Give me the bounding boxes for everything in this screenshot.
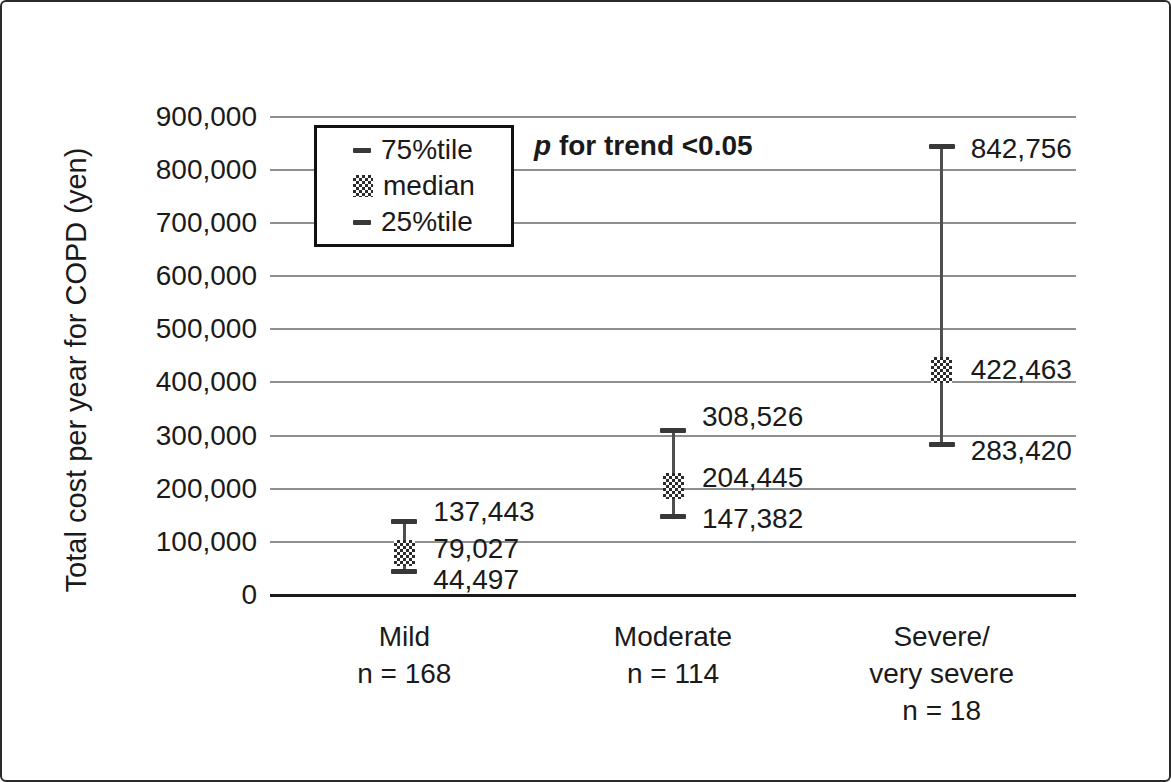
x-axis-label-line: Mild	[264, 618, 544, 655]
chart-canvas: Total cost per year for COPD (yen) 0100,…	[0, 0, 1171, 782]
median-marker	[663, 473, 684, 499]
x-axis-baseline	[270, 594, 1076, 597]
value-label-p75: 308,526	[702, 402, 803, 432]
value-label-p75: 842,756	[971, 134, 1072, 164]
percentile-25-cap	[660, 514, 686, 519]
y-tick-label: 400,000	[47, 365, 257, 399]
y-tick-label: 800,000	[47, 153, 257, 187]
legend-label: 75%tile	[381, 134, 473, 166]
gridline	[270, 541, 1076, 543]
legend-label: median	[383, 170, 475, 202]
y-tick-label: 200,000	[47, 472, 257, 506]
x-axis-label: Moderaten = 114	[533, 618, 813, 692]
y-tick-label: 600,000	[47, 259, 257, 293]
legend-item-75tile: 75%tile	[353, 134, 511, 166]
value-label-median: 79,027	[433, 534, 519, 564]
x-axis-label: Severe/very severen = 18	[802, 618, 1082, 729]
whisker-line	[940, 147, 943, 444]
percentile-75-dash-icon	[353, 148, 371, 153]
value-label-median: 204,445	[702, 463, 803, 493]
value-label-p25: 44,497	[433, 565, 519, 595]
annotation-rest: for trend <0.05	[551, 130, 753, 161]
y-tick-label: 300,000	[47, 419, 257, 453]
x-axis-label-line: n = 18	[802, 692, 1082, 729]
x-axis-label-line: n = 114	[533, 655, 813, 692]
percentile-75-cap	[660, 428, 686, 433]
gridline	[270, 275, 1076, 277]
gridline	[270, 116, 1076, 118]
p-italic: p	[534, 130, 551, 161]
legend-box: 75%tile median 25%tile	[314, 125, 514, 247]
y-tick-label: 0	[47, 578, 257, 612]
gridline	[270, 381, 1076, 383]
median-checker-square-icon	[353, 175, 373, 197]
x-axis-label: Mildn = 168	[264, 618, 544, 692]
y-tick-label: 100,000	[47, 525, 257, 559]
value-label-p25: 147,382	[702, 504, 803, 534]
x-axis-label-line: Moderate	[533, 618, 813, 655]
value-label-p25: 283,420	[971, 436, 1072, 466]
percentile-25-dash-icon	[353, 220, 371, 225]
median-marker	[931, 357, 952, 383]
legend-item-median: median	[353, 170, 511, 202]
legend-item-25tile: 25%tile	[353, 206, 511, 238]
percentile-25-cap	[929, 442, 955, 447]
x-axis-label-line: n = 168	[264, 655, 544, 692]
value-label-p75: 137,443	[433, 497, 534, 527]
percentile-75-cap	[929, 144, 955, 149]
p-for-trend-annotation: p for trend <0.05	[534, 129, 753, 163]
x-axis-label-line: very severe	[802, 655, 1082, 692]
value-label-median: 422,463	[971, 355, 1072, 385]
percentile-25-cap	[391, 569, 417, 574]
median-marker	[394, 540, 415, 566]
gridline	[270, 328, 1076, 330]
x-axis-label-line: Severe/	[802, 618, 1082, 655]
legend-label: 25%tile	[381, 206, 473, 238]
y-tick-label: 900,000	[47, 100, 257, 134]
y-tick-label: 700,000	[47, 206, 257, 240]
y-tick-label: 500,000	[47, 312, 257, 346]
percentile-75-cap	[391, 519, 417, 524]
